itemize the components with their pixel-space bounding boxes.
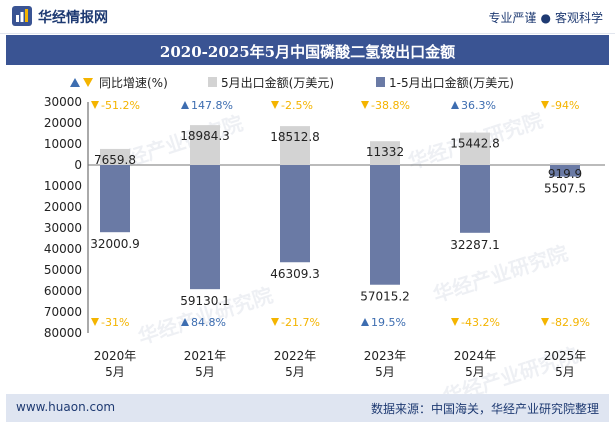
- bar-cumulative: [100, 165, 130, 233]
- growth-label-month: -51.2%: [101, 99, 140, 112]
- data-label-cumulative: 59130.1: [180, 294, 230, 308]
- growth-label-cumulative: -21.7%: [281, 316, 320, 329]
- y-tick-label: 30000: [44, 221, 82, 235]
- tagline-separator-icon: ●: [540, 11, 551, 25]
- tagline-right: 客观科学: [554, 11, 603, 25]
- bar-month: [550, 163, 580, 165]
- x-category-label: 2020年 5月: [94, 349, 137, 379]
- growth-label-cumulative: -43.2%: [461, 316, 500, 329]
- y-tick-label: 20000: [44, 116, 82, 130]
- tagline-left: 专业严谨: [488, 11, 537, 25]
- y-tick-label: 70000: [44, 305, 82, 319]
- y-tick-label: 10000: [44, 137, 82, 151]
- data-label-cumulative: 32287.1: [450, 238, 500, 252]
- title-bar: 2020-2025年5月中国磷酸二氢铵出口金额: [6, 35, 609, 65]
- bar-month: [190, 125, 220, 165]
- growth-label-month: 147.8%: [191, 99, 233, 112]
- y-tick-label: 0: [74, 158, 82, 172]
- y-tick-label: 80000: [44, 326, 82, 340]
- x-category-label: 2022年 5月: [274, 349, 317, 379]
- data-label-cumulative: 5507.5: [544, 182, 586, 196]
- x-category-label: 2024年 5月: [454, 349, 497, 379]
- growth-label-cumulative: -82.9%: [551, 316, 590, 329]
- x-category-label-line: 2022年: [274, 349, 317, 363]
- tagline: 专业严谨 ● 客观科学: [488, 9, 603, 26]
- chart-title: 2020-2025年5月中国磷酸二氢铵出口金额: [159, 43, 456, 61]
- x-category-label-line: 5月: [555, 365, 575, 379]
- data-label-month: 919.9: [548, 167, 582, 181]
- legend-label-month: 5月出口金额(万美元): [221, 75, 334, 90]
- y-tick-label: 30000: [44, 95, 82, 109]
- data-label-month: 11332: [366, 145, 404, 159]
- y-tick-label: 10000: [44, 179, 82, 193]
- footer-bar: www.huaon.com 数据来源：中国海关，华经产业研究院整理: [6, 394, 609, 422]
- x-category-label-line: 5月: [105, 365, 125, 379]
- growth-up-icon: [361, 318, 369, 326]
- bar-month: [280, 126, 310, 165]
- hj-logo-icon: [12, 6, 32, 26]
- bar-cumulative: [190, 165, 220, 290]
- data-label-month: 15442.8: [450, 137, 500, 151]
- data-label-cumulative: 46309.3: [270, 267, 320, 281]
- bar-cumulative: [460, 165, 490, 233]
- bar-cumulative: [370, 165, 400, 285]
- data-label-month: 7659.8: [94, 153, 136, 167]
- growth-label-month: -38.8%: [371, 99, 410, 112]
- x-category-label-line: 2023年: [364, 349, 407, 363]
- bar-chart: 同比增速(%) 5月出口金额(万美元) 1-5月出口金额(万美元) 30000 2000…: [44, 75, 605, 379]
- data-label-cumulative: 32000.9: [90, 237, 140, 251]
- data-label-month: 18984.3: [180, 129, 230, 143]
- top-bar: 华经情报网 专业严谨 ● 客观科学: [0, 0, 615, 34]
- legend-triangle-up-icon: [70, 78, 80, 87]
- y-tick-label: 20000: [44, 200, 82, 214]
- growth-down-icon: [91, 318, 99, 326]
- x-category-label-line: 2025年: [544, 349, 587, 363]
- bar-month: [100, 148, 130, 165]
- x-category-label: 2021年 5月: [184, 349, 227, 379]
- y-tick-label: 60000: [44, 284, 82, 298]
- legend-label-cumulative: 1-5月出口金额(万美元): [389, 75, 514, 90]
- growth-label-month: -2.5%: [281, 99, 313, 112]
- x-category-label-line: 2021年: [184, 349, 227, 363]
- growth-label-cumulative: 19.5%: [371, 316, 406, 329]
- x-category-label-line: 5月: [375, 365, 395, 379]
- brand-name: 华经情报网: [38, 10, 108, 26]
- legend-triangle-down-icon: [83, 78, 93, 87]
- x-category-label-line: 5月: [285, 365, 305, 379]
- legend-swatch-cumulative: [376, 77, 385, 87]
- bar-cumulative: [550, 165, 580, 177]
- x-category-label-line: 2024年: [454, 349, 497, 363]
- bar-month: [460, 132, 490, 165]
- growth-up-icon: [181, 101, 189, 109]
- x-category-label: 2025年 5月: [544, 349, 587, 379]
- growth-label-month: -94%: [551, 99, 579, 112]
- growth-down-icon: [541, 318, 549, 326]
- growth-up-icon: [451, 101, 459, 109]
- growth-down-icon: [271, 101, 279, 109]
- data-label-month: 18512.8: [270, 130, 320, 144]
- x-category-label: 2023年 5月: [364, 349, 407, 379]
- x-category-label-line: 5月: [195, 365, 215, 379]
- growth-down-icon: [361, 101, 369, 109]
- bar-cumulative: [280, 165, 310, 263]
- growth-down-icon: [91, 101, 99, 109]
- y-tick-label: 40000: [44, 242, 82, 256]
- legend-label-growth: 同比增速(%): [99, 76, 168, 90]
- growth-down-icon: [271, 318, 279, 326]
- growth-label-month: 36.3%: [461, 99, 496, 112]
- x-category-label-line: 5月: [465, 365, 485, 379]
- y-tick-label: 50000: [44, 263, 82, 277]
- data-source: 数据来源：中国海关，华经产业研究院整理: [370, 402, 599, 416]
- growth-up-icon: [181, 318, 189, 326]
- bar-month: [370, 141, 400, 165]
- legend-swatch-month: [208, 77, 217, 87]
- growth-label-cumulative: -31%: [101, 316, 129, 329]
- site-url[interactable]: www.huaon.com: [16, 400, 116, 414]
- data-label-cumulative: 57015.2: [360, 290, 410, 304]
- growth-down-icon: [451, 318, 459, 326]
- growth-down-icon: [541, 101, 549, 109]
- x-category-label-line: 2020年: [94, 349, 137, 363]
- growth-label-cumulative: 84.8%: [191, 316, 226, 329]
